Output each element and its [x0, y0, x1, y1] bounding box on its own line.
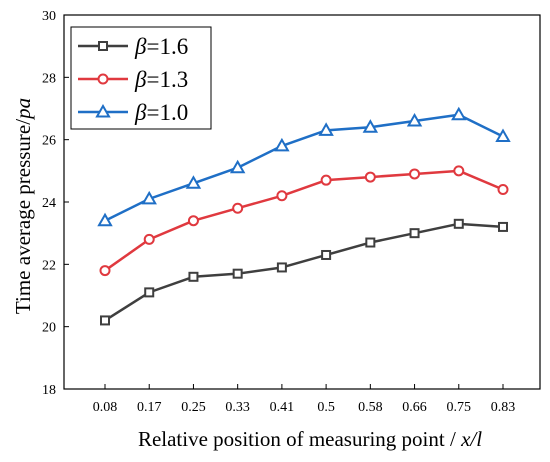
series-line	[104, 169, 504, 272]
data-point-square	[188, 271, 199, 282]
series-3	[97, 106, 511, 227]
data-point-square	[453, 218, 464, 229]
legend-label: β=1.3	[134, 67, 188, 92]
y-axis-title-unit: pa	[11, 98, 35, 121]
data-point-circle	[364, 171, 376, 183]
y-tick-label: 24	[42, 196, 56, 211]
legend-symbol: β	[134, 34, 147, 59]
data-point-triangle	[229, 159, 246, 174]
data-point-circle	[276, 190, 288, 202]
legend-label: β=1.0	[134, 100, 188, 125]
data-point-triangle	[318, 122, 334, 136]
x-tick-label: 0.33	[225, 400, 250, 415]
x-axis-title: Relative position of measuring point / x…	[138, 427, 482, 451]
legend-symbol: β	[134, 100, 147, 125]
data-point-triangle	[97, 212, 113, 227]
data-point-circle	[453, 165, 465, 177]
y-tick-label: 18	[42, 383, 56, 398]
x-tick-label: 0.5	[317, 400, 335, 415]
legend-item: β=1.0	[78, 100, 188, 125]
data-point-circle	[99, 265, 111, 277]
x-tick-label: 0.83	[491, 400, 516, 415]
data-point-triangle	[451, 106, 467, 121]
legend-symbol: β	[134, 67, 147, 92]
data-point-square	[144, 287, 155, 298]
data-point-circle	[232, 202, 244, 214]
data-point-triangle	[495, 128, 511, 143]
data-point-triangle	[362, 119, 379, 133]
data-point-square	[276, 262, 287, 273]
x-tick-label: 0.75	[447, 400, 472, 415]
series-line	[104, 113, 504, 222]
legend-marker-circle	[97, 73, 109, 85]
data-point-circle	[497, 184, 509, 196]
legend-value: =1.3	[146, 67, 188, 92]
data-point-square	[100, 315, 110, 326]
x-tick-label: 0.25	[181, 400, 206, 415]
x-axis-title-main: Relative position of measuring point /	[138, 427, 461, 451]
y-tick-label: 26	[42, 134, 56, 149]
data-point-triangle	[141, 190, 157, 205]
legend-item: β=1.6	[78, 34, 188, 59]
legend: β=1.6β=1.3β=1.0	[70, 26, 212, 130]
data-point-square	[365, 237, 376, 248]
legend-value: =1.6	[146, 34, 188, 59]
y-tick-label: 22	[42, 258, 56, 273]
y-axis-title-main: Time average pressure/	[11, 119, 35, 314]
series-2	[99, 165, 509, 277]
legend-item: β=1.3	[78, 67, 188, 92]
data-point-triangle	[406, 112, 423, 127]
legend-label: β=1.6	[134, 34, 188, 59]
legend-marker-triangle	[95, 103, 111, 118]
x-axis-title-variable: x/l	[460, 427, 482, 451]
y-tick-label: 20	[42, 321, 56, 336]
data-point-circle	[409, 168, 421, 180]
legend-value: =1.0	[146, 100, 188, 125]
x-tick-label: 0.58	[358, 400, 383, 415]
series-1	[100, 218, 508, 326]
data-point-square	[409, 228, 420, 239]
y-axis-title: Time average pressure/pa	[11, 98, 35, 314]
data-point-circle	[187, 215, 199, 227]
y-tick-label: 28	[42, 71, 56, 86]
x-tick-label: 0.08	[93, 400, 118, 415]
series-line	[104, 222, 504, 322]
data-point-triangle	[185, 175, 202, 189]
y-tick-label: 30	[42, 9, 56, 24]
data-point-circle	[320, 174, 332, 186]
data-point-square	[498, 221, 508, 232]
data-point-square	[321, 249, 332, 260]
x-tick-label: 0.41	[270, 400, 295, 415]
x-tick-label: 0.66	[402, 400, 427, 415]
legend-marker-square	[98, 41, 108, 51]
data-point-triangle	[274, 137, 290, 152]
data-point-square	[232, 268, 243, 279]
data-point-circle	[143, 233, 155, 245]
x-tick-label: 0.17	[137, 400, 162, 415]
